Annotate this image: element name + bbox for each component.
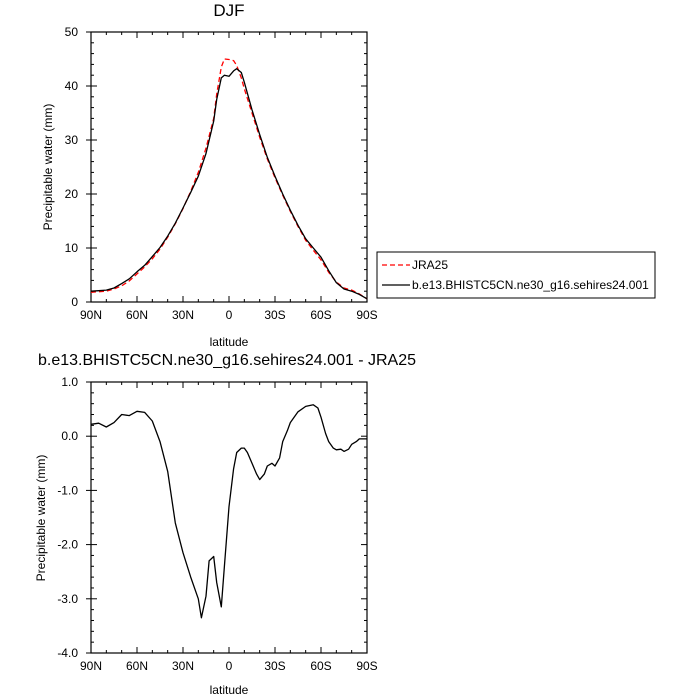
y-tick-label: 50 <box>65 25 79 39</box>
legend-label-model: b.e13.BHISTC5CN.ne30_g16.sehires24.001 <box>412 278 649 292</box>
x-tick-label: 30S <box>264 659 285 673</box>
bottom-series-lines <box>90 404 367 619</box>
x-tick-label: 90N <box>80 659 102 673</box>
x-tick-label: 30N <box>172 659 194 673</box>
top-series-lines <box>90 58 368 300</box>
top-panel: DJF Precipitable water (mm) latitude 90N… <box>41 1 378 349</box>
legend: JRA25 b.e13.BHISTC5CN.ne30_g16.sehires24… <box>376 251 656 299</box>
y-tick-label: 20 <box>65 187 79 201</box>
x-tick-label: 60S <box>310 308 331 322</box>
y-tick-label: 0 <box>71 295 78 309</box>
y-tick-label: 10 <box>65 241 79 255</box>
x-tick-label: 0 <box>226 659 233 673</box>
top-series-line-0 <box>90 58 368 300</box>
bottom-series-line-0 <box>90 404 367 619</box>
x-tick-label: 60S <box>310 659 331 673</box>
top-y-axis-label: Precipitable water (mm) <box>41 104 55 231</box>
top-plot-frame <box>90 31 368 303</box>
top-axis-ticks: 90N 60N 30N 0 30S 60S 90S 0 10 20 30 40 50 <box>65 25 378 322</box>
legend-label-jra25: JRA25 <box>412 258 448 272</box>
y-tick-label: 30 <box>65 133 79 147</box>
x-tick-label: 30S <box>264 308 285 322</box>
x-tick-label: 0 <box>226 308 233 322</box>
y-tick-label: -3.0 <box>57 592 78 606</box>
bottom-panel: b.e13.BHISTC5CN.ne30_g16.sehires24.001 -… <box>34 352 416 697</box>
bottom-y-axis-label: Precipitable water (mm) <box>34 455 48 582</box>
bottom-axis-ticks: 90N 60N 30N 0 30S 60S 90S 1.0 0.0 -1.0 -2.0 -3.0 -4.… <box>57 375 377 673</box>
x-tick-label: 90N <box>80 308 102 322</box>
top-series-line-1 <box>90 68 368 300</box>
y-tick-label: 40 <box>65 79 79 93</box>
top-x-axis-label: latitude <box>210 335 249 349</box>
x-tick-label: 60N <box>126 659 148 673</box>
bottom-chart-title: b.e13.BHISTC5CN.ne30_g16.sehires24.001 -… <box>38 352 416 369</box>
y-tick-label: 1.0 <box>61 375 78 389</box>
x-tick-label: 30N <box>172 308 194 322</box>
legend-box <box>376 251 656 299</box>
y-tick-label: -1.0 <box>57 483 78 497</box>
bottom-x-axis-label: latitude <box>210 683 249 697</box>
y-tick-label: -4.0 <box>57 646 78 660</box>
x-tick-label: 90S <box>356 308 377 322</box>
x-tick-label: 90S <box>356 659 377 673</box>
top-chart-title: DJF <box>213 1 244 20</box>
y-tick-label: -2.0 <box>57 538 78 552</box>
y-tick-label: 0.0 <box>61 429 78 443</box>
x-tick-label: 60N <box>126 308 148 322</box>
bottom-plot-frame <box>90 381 368 654</box>
